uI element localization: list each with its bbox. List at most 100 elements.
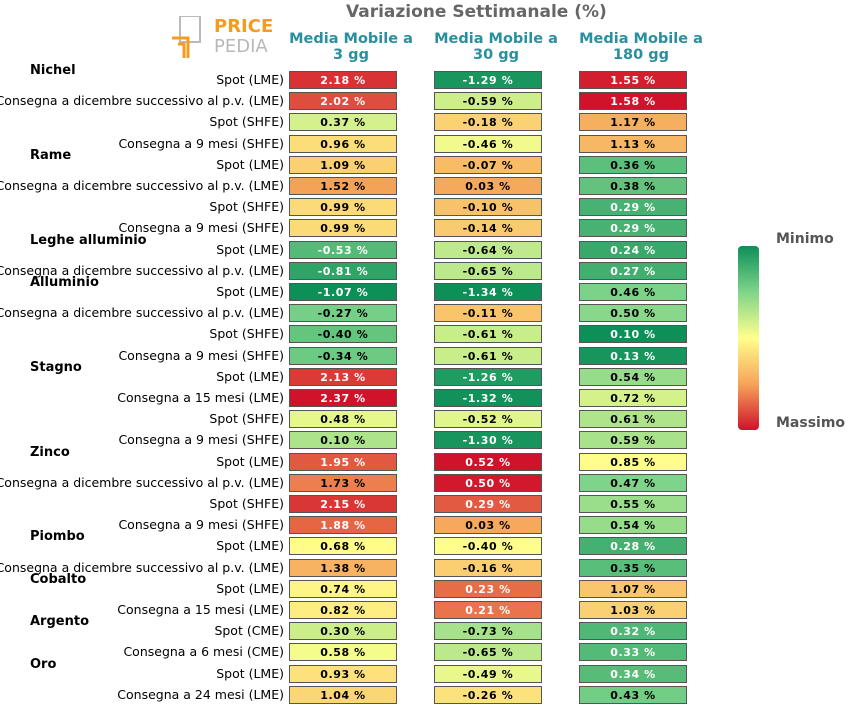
logo-word-pedia: PEDIA: [214, 36, 268, 57]
group-label: Argento: [30, 614, 89, 630]
group-label: Stagno: [30, 359, 82, 375]
heatmap-cell: 0.33 %: [579, 643, 687, 662]
heatmap-cell: -0.27 %: [289, 304, 397, 323]
heatmap-cell: 0.34 %: [579, 664, 687, 683]
group-label: Rame: [30, 147, 72, 163]
column-header-180gg: Media Mobile a 180 gg: [579, 31, 703, 63]
heatmap-cell: 0.13 %: [579, 346, 687, 365]
heatmap-cell: 0.30 %: [289, 622, 397, 641]
legend-max-label: Massimo: [776, 415, 846, 431]
row-label: Spot (LME): [216, 580, 284, 596]
row-label: Spot (SHFE): [209, 496, 284, 511]
heatmap-cell: -0.65 %: [434, 643, 542, 662]
heatmap-cell: -0.14 %: [434, 219, 542, 238]
heatmap-cell: 0.24 %: [579, 240, 687, 259]
heatmap-cell: 0.74 %: [289, 579, 397, 598]
heatmap-cell: -0.16 %: [434, 558, 542, 577]
row-label: Spot (LME): [216, 368, 284, 384]
row-label: Spot (LME): [216, 453, 284, 469]
heatmap-cell: 1.03 %: [579, 601, 687, 619]
heatmap-cell: 0.48 %: [289, 410, 397, 429]
row-label: Spot (SHFE): [209, 199, 284, 215]
heatmap-cell: 0.35 %: [579, 558, 687, 577]
row-label: Consegna a 15 mesi (LME): [117, 602, 284, 617]
row-label: Consegna a dicembre successivo al p.v. (…: [0, 305, 284, 321]
heatmap-cell: 0.27 %: [579, 261, 687, 280]
heatmap-cell: 2.37 %: [289, 389, 397, 407]
heatmap-cell: -0.61 %: [434, 346, 542, 365]
heatmap-cell: -0.64 %: [434, 240, 542, 259]
heatmap-cell: 1.55 %: [579, 71, 687, 89]
column-header-30gg: Media Mobile a 30 gg: [434, 31, 558, 63]
heatmap-cell: 1.09 %: [289, 155, 397, 174]
heatmap-cell: 1.52 %: [289, 177, 397, 195]
heatmap-cell: 2.13 %: [289, 367, 397, 386]
heatmap-cell: -0.34 %: [289, 346, 397, 365]
heatmap-cell: 2.02 %: [289, 92, 397, 111]
row-label: Consegna a dicembre successivo al p.v. (…: [0, 93, 284, 109]
heatmap-cell: -1.30 %: [434, 431, 542, 450]
row-label: Consegna a 6 mesi (CME): [123, 644, 284, 660]
heatmap-cell: 0.03 %: [434, 516, 542, 535]
row-label: Spot (CME): [214, 623, 284, 639]
heatmap-cell: 0.68 %: [289, 537, 397, 556]
row-label: Consegna a dicembre successivo al p.v. (…: [0, 262, 284, 278]
row-label: Consegna a 15 mesi (LME): [117, 390, 284, 405]
heatmap-cell: 0.38 %: [579, 177, 687, 195]
heatmap-cell: 0.28 %: [579, 537, 687, 556]
heatmap-cell: 0.37 %: [289, 113, 397, 132]
heatmap-cell: 0.03 %: [434, 177, 542, 195]
heatmap-cell: 0.96 %: [289, 134, 397, 153]
heatmap-cell: 0.99 %: [289, 198, 397, 217]
heatmap-cell: 0.46 %: [579, 283, 687, 301]
heatmap-cell: 0.21 %: [434, 601, 542, 619]
row-label: Spot (SHFE): [209, 114, 284, 130]
row-label: Spot (LME): [216, 538, 284, 554]
row-label: Spot (SHFE): [209, 326, 284, 342]
row-label: Consegna a 9 mesi (SHFE): [118, 517, 284, 533]
color-scale-legend: [738, 246, 759, 430]
group-label: Piombo: [30, 529, 85, 545]
heatmap-cell: -0.49 %: [434, 664, 542, 683]
row-label: Consegna a dicembre successivo al p.v. (…: [0, 474, 284, 490]
heatmap-cell: 2.15 %: [289, 495, 397, 513]
heatmap-cell: -0.61 %: [434, 325, 542, 344]
group-label: Alluminio: [30, 275, 99, 290]
heatmap-cell: 0.32 %: [579, 622, 687, 641]
logo-mark-icon: [172, 16, 201, 58]
heatmap-cell: 0.52 %: [434, 452, 542, 471]
heatmap-cell: 0.54 %: [579, 516, 687, 535]
heatmap-cell: -0.40 %: [289, 325, 397, 344]
heatmap-cell: 1.17 %: [579, 113, 687, 132]
heatmap-cell: 0.36 %: [579, 155, 687, 174]
heatmap-cell: 0.61 %: [579, 410, 687, 429]
group-label: Cobalto: [30, 571, 87, 587]
heatmap-cell: -0.73 %: [434, 622, 542, 641]
heatmap-cell: 0.85 %: [579, 452, 687, 471]
heatmap-cell: 1.13 %: [579, 134, 687, 153]
heatmap-cell: 0.29 %: [579, 219, 687, 238]
row-label: Spot (SHFE): [209, 411, 284, 427]
heatmap-cell: 0.72 %: [579, 389, 687, 407]
heatmap-cell: -0.46 %: [434, 134, 542, 153]
row-label: Spot (LME): [216, 72, 284, 87]
row-label: Spot (LME): [216, 241, 284, 257]
group-label: Nichel: [30, 63, 76, 78]
heatmap-cell: 0.10 %: [289, 431, 397, 450]
logo-word-price: PRICE: [214, 16, 274, 37]
heatmap-cell: 1.58 %: [579, 92, 687, 111]
group-label: Leghe alluminio: [30, 232, 147, 248]
heatmap-cell: 1.38 %: [289, 558, 397, 577]
heatmap-cell: -0.26 %: [434, 685, 542, 704]
row-label: Spot (LME): [216, 284, 284, 299]
row-label: Spot (LME): [216, 156, 284, 172]
heatmap-cell: 0.99 %: [289, 219, 397, 238]
heatmap-cell: 0.29 %: [434, 495, 542, 513]
chart-title: Variazione Settimanale (%): [346, 2, 607, 22]
heatmap-cell: 0.93 %: [289, 664, 397, 683]
heatmap-cell: -0.53 %: [289, 240, 397, 259]
heatmap-cell: -1.07 %: [289, 283, 397, 301]
row-label: Consegna a 9 mesi (SHFE): [118, 135, 284, 151]
heatmap-cell: 1.88 %: [289, 516, 397, 535]
